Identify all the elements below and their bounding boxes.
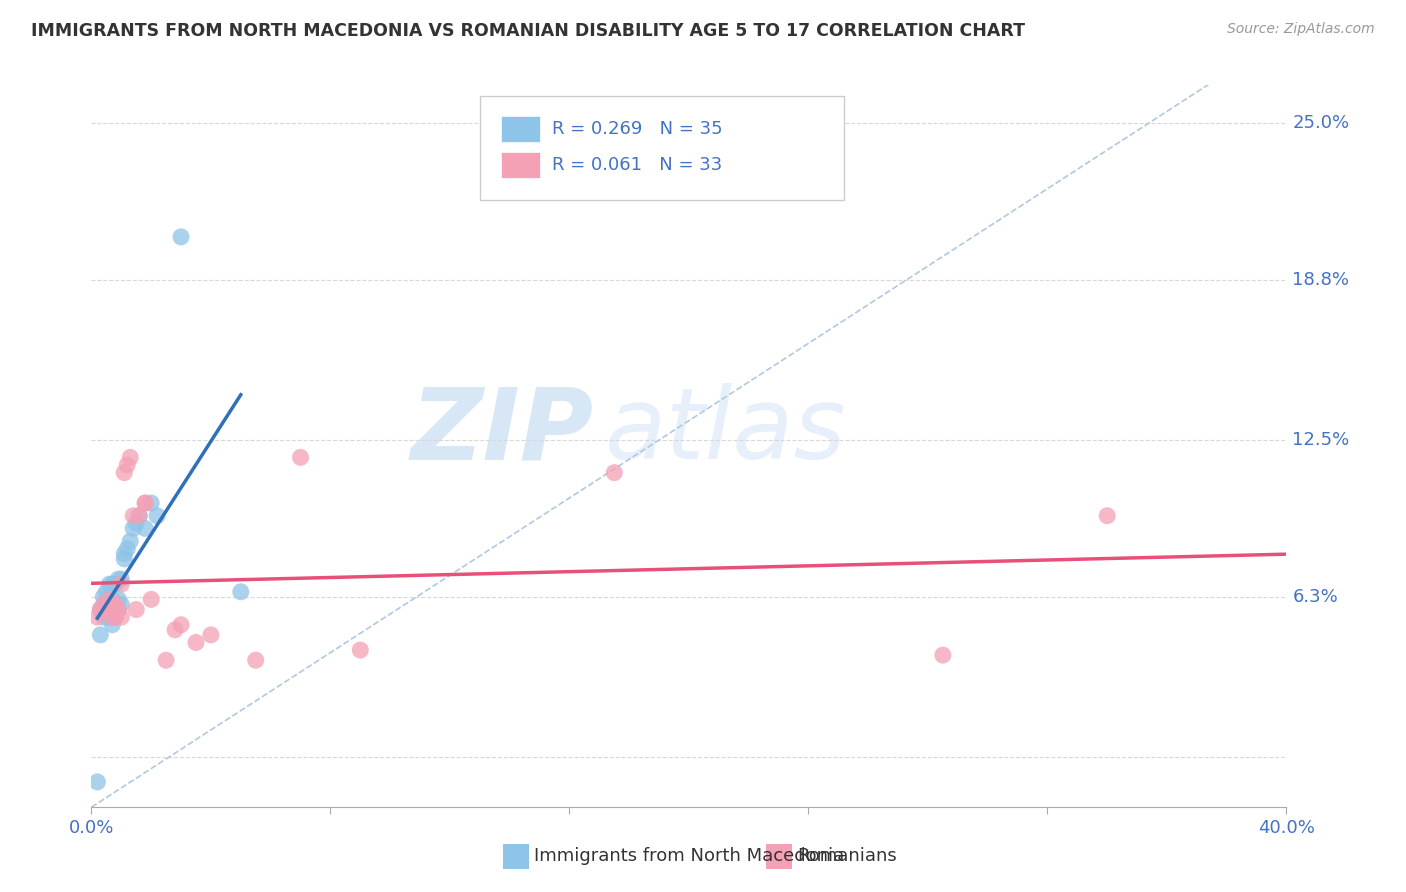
Point bbox=[290, 450, 312, 465]
Point bbox=[134, 521, 156, 535]
FancyBboxPatch shape bbox=[502, 152, 540, 178]
Point bbox=[98, 592, 121, 607]
Point bbox=[86, 775, 108, 789]
Point bbox=[98, 598, 121, 612]
Point bbox=[104, 598, 127, 612]
Point bbox=[120, 534, 142, 549]
Point bbox=[89, 628, 111, 642]
Point bbox=[93, 598, 115, 612]
Point bbox=[107, 572, 129, 586]
Point bbox=[932, 648, 955, 662]
Point bbox=[107, 602, 129, 616]
Text: Source: ZipAtlas.com: Source: ZipAtlas.com bbox=[1227, 22, 1375, 37]
Point bbox=[141, 496, 163, 510]
Point bbox=[163, 623, 186, 637]
Text: 12.5%: 12.5% bbox=[1292, 431, 1350, 449]
Point bbox=[170, 617, 193, 632]
Point bbox=[112, 551, 135, 566]
Point bbox=[96, 602, 118, 616]
Text: 6.3%: 6.3% bbox=[1292, 588, 1339, 606]
Text: R = 0.061   N = 33: R = 0.061 N = 33 bbox=[551, 156, 721, 174]
Point bbox=[96, 584, 118, 599]
Text: 25.0%: 25.0% bbox=[1292, 114, 1350, 132]
FancyBboxPatch shape bbox=[479, 95, 844, 201]
Point bbox=[98, 602, 121, 616]
Point bbox=[89, 602, 111, 616]
FancyBboxPatch shape bbox=[502, 116, 540, 142]
Point bbox=[96, 598, 118, 612]
Point bbox=[125, 602, 148, 616]
Point bbox=[101, 610, 124, 624]
Point bbox=[101, 602, 124, 616]
Text: Romanians: Romanians bbox=[797, 847, 897, 865]
Point bbox=[128, 508, 150, 523]
Point bbox=[101, 577, 124, 591]
Point bbox=[110, 610, 132, 624]
Point bbox=[115, 458, 138, 472]
Point bbox=[104, 610, 127, 624]
Point bbox=[245, 653, 267, 667]
Point bbox=[110, 598, 132, 612]
Point bbox=[184, 635, 207, 649]
Text: ZIP: ZIP bbox=[411, 383, 593, 480]
Point bbox=[141, 592, 163, 607]
Point bbox=[86, 610, 108, 624]
Point bbox=[349, 643, 371, 657]
Point bbox=[128, 508, 150, 523]
Point bbox=[200, 628, 222, 642]
Point bbox=[170, 230, 193, 244]
Point bbox=[104, 610, 127, 624]
Point bbox=[93, 610, 115, 624]
Point bbox=[134, 496, 156, 510]
Point bbox=[115, 541, 138, 556]
Point bbox=[155, 653, 177, 667]
Point bbox=[107, 602, 129, 616]
Point bbox=[146, 508, 169, 523]
Point bbox=[603, 466, 626, 480]
Text: atlas: atlas bbox=[605, 383, 846, 480]
Point bbox=[1097, 508, 1119, 523]
Point bbox=[229, 584, 252, 599]
Point bbox=[98, 610, 121, 624]
Text: Immigrants from North Macedonia: Immigrants from North Macedonia bbox=[534, 847, 845, 865]
Point bbox=[110, 577, 132, 591]
Text: IMMIGRANTS FROM NORTH MACEDONIA VS ROMANIAN DISABILITY AGE 5 TO 17 CORRELATION C: IMMIGRANTS FROM NORTH MACEDONIA VS ROMAN… bbox=[31, 22, 1025, 40]
Point bbox=[96, 602, 118, 616]
Point bbox=[101, 617, 124, 632]
Point bbox=[112, 547, 135, 561]
Point bbox=[89, 602, 111, 616]
Point bbox=[122, 521, 145, 535]
Point bbox=[110, 572, 132, 586]
Point bbox=[104, 577, 127, 591]
Point bbox=[134, 496, 156, 510]
Point bbox=[101, 598, 124, 612]
Point bbox=[104, 598, 127, 612]
Point bbox=[120, 450, 142, 465]
Point bbox=[112, 466, 135, 480]
Point bbox=[93, 590, 115, 604]
Point bbox=[122, 508, 145, 523]
Text: 18.8%: 18.8% bbox=[1292, 271, 1350, 289]
Text: R = 0.269   N = 35: R = 0.269 N = 35 bbox=[551, 120, 723, 137]
Point bbox=[98, 577, 121, 591]
Point bbox=[101, 592, 124, 607]
Point bbox=[125, 516, 148, 531]
Point bbox=[107, 592, 129, 607]
